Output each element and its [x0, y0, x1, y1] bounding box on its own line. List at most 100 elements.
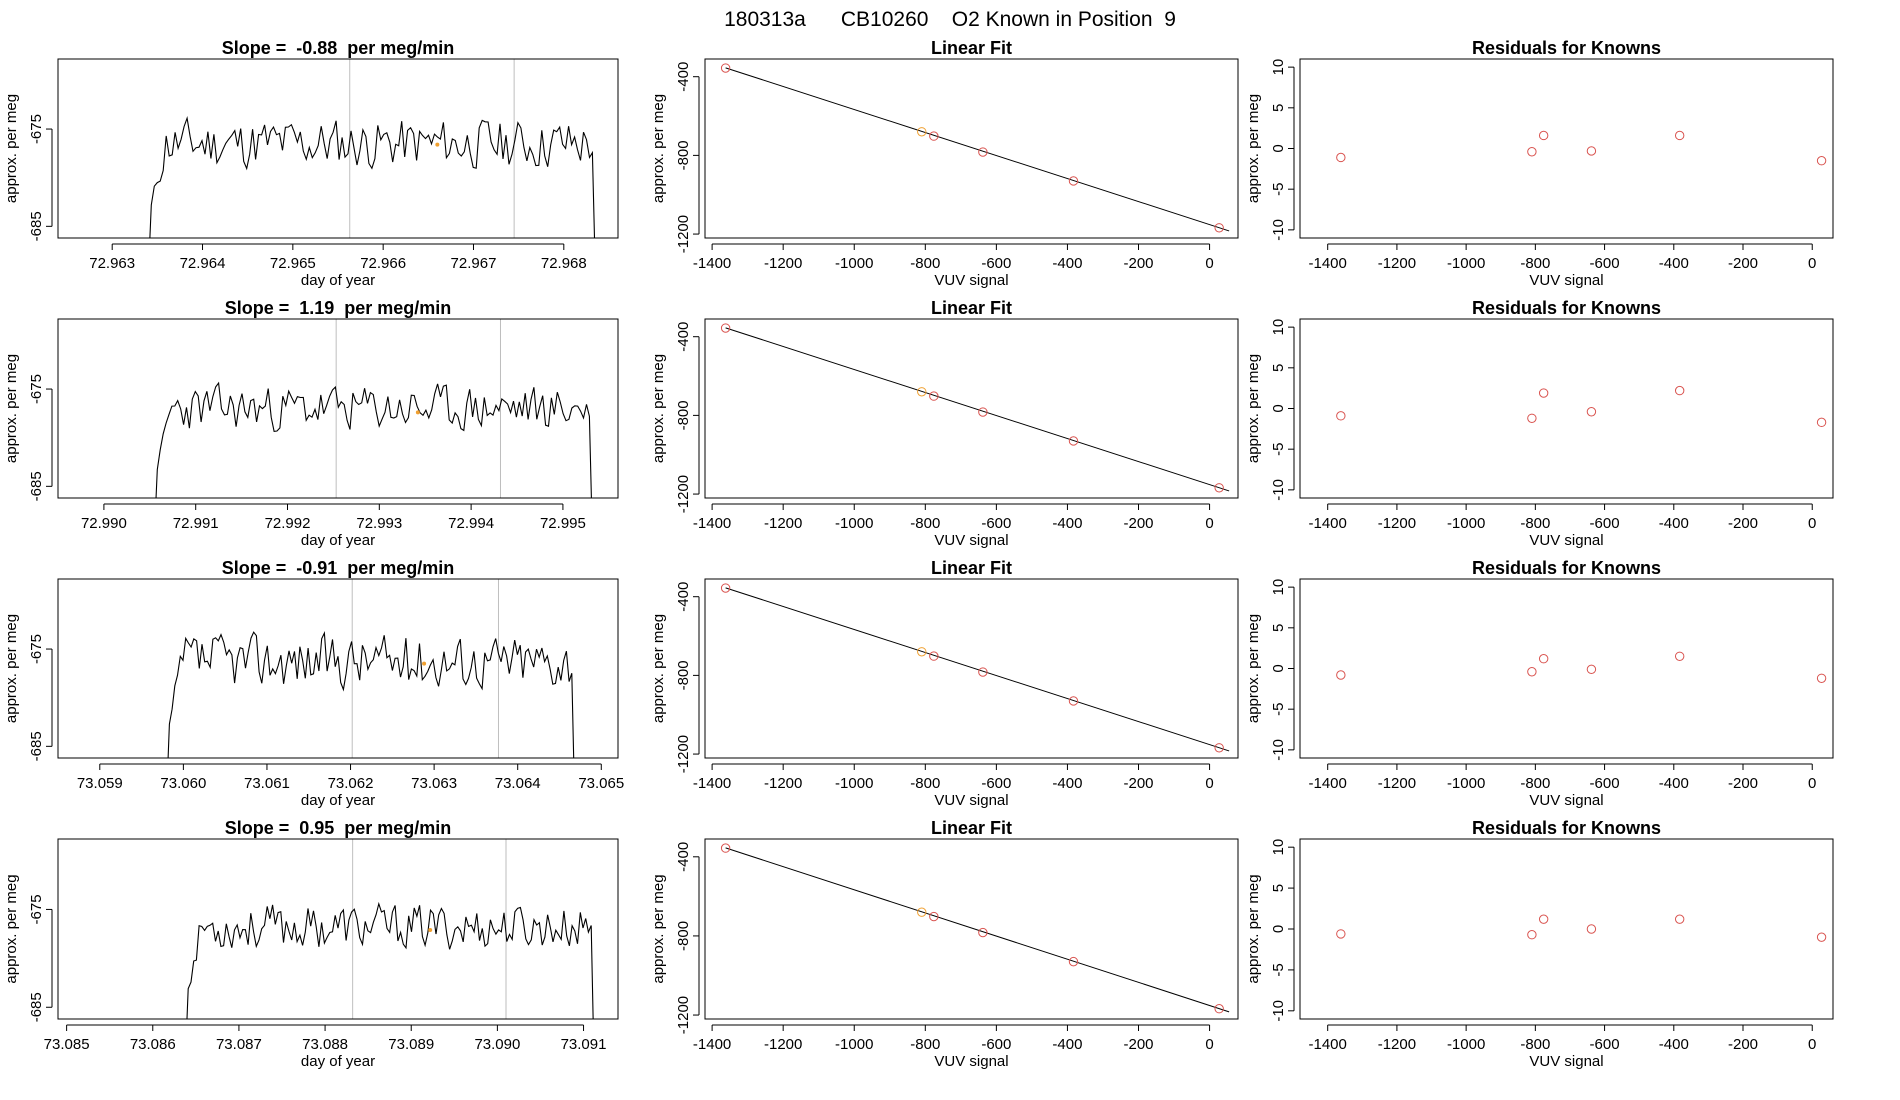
timeseries-line	[155, 381, 592, 498]
plot-frame	[704, 58, 1239, 239]
y-tick-label: 5	[1270, 624, 1287, 632]
x-tick-label: -600	[1590, 1036, 1620, 1053]
panel-residuals-2: Residuals for Knowns-1400 -1200 -1000 -800-…	[1245, 298, 1834, 549]
x-tick-label: 0	[1808, 1036, 1816, 1053]
x-tick-label: -200	[1728, 775, 1758, 792]
x-tick-label: 72.968	[541, 255, 587, 272]
data-point	[1674, 914, 1685, 924]
data-layer	[1336, 651, 1827, 683]
y-axis-label: approx. per meg	[1245, 354, 1262, 463]
x-tick-label: -600	[1590, 515, 1620, 532]
data-point	[929, 911, 939, 922]
data-point	[1674, 651, 1685, 661]
plot-frame	[1299, 578, 1834, 759]
data-point	[1586, 924, 1597, 934]
x-tick-label: -400	[1052, 515, 1082, 532]
panel-fit-4: Linear Fit-1400 -1200 -1000 -800 -600 -400 -20…	[650, 818, 1239, 1070]
x-axis-label: VUV signal	[934, 272, 1008, 289]
x-tick-label: 0	[1808, 515, 1816, 532]
y-tick-label: -400	[675, 582, 692, 612]
x-tick-label: 72.992	[265, 515, 311, 532]
data-point	[1068, 436, 1079, 446]
y-tick-label: -10	[1270, 219, 1287, 241]
data-point	[1674, 385, 1685, 396]
y-tick-label: 10	[1270, 319, 1287, 336]
x-tick-label: 72.994	[448, 515, 494, 532]
y-tick-label: 10	[1270, 839, 1287, 856]
panel-title: Slope = 0.95 per meg/min	[225, 818, 452, 838]
panel-fit-3: Linear Fit-1400 -1200 -1000 -800 -600 -400 -20…	[650, 558, 1239, 809]
x-tick-label: 73.061	[244, 775, 290, 792]
x-tick-label: 72.991	[173, 515, 219, 532]
data-point	[978, 147, 988, 157]
y-tick-label: -685	[28, 471, 45, 501]
x-axis-label: VUV signal	[1529, 532, 1603, 549]
data-point	[1214, 483, 1224, 493]
data-point	[917, 647, 927, 657]
data-point	[917, 387, 927, 397]
x-tick-label: -1000	[835, 255, 873, 272]
x-tick-label: 0	[1205, 1036, 1213, 1053]
panel-title: Residuals for Knowns	[1472, 298, 1661, 318]
x-axis-label: day of year	[301, 532, 375, 549]
x-tick-label: 72.990	[81, 515, 127, 532]
data-point	[978, 927, 988, 938]
data-layer	[720, 63, 1230, 233]
y-tick-label: 0	[1270, 144, 1287, 152]
x-tick-label: -1400	[1309, 515, 1347, 532]
data-point	[720, 843, 731, 853]
panel-title: Residuals for Knowns	[1472, 818, 1661, 838]
x-tick-label: -1400	[693, 775, 731, 792]
plot-frame	[1299, 318, 1834, 499]
y-tick-label: -675	[28, 114, 45, 144]
x-tick-label: 72.993	[356, 515, 402, 532]
y-tick-label: -400	[675, 322, 692, 352]
fit-line	[725, 327, 1230, 492]
x-tick-label: -1400	[1309, 1036, 1347, 1053]
x-tick-label: -800	[910, 255, 940, 272]
data-point	[1068, 956, 1079, 967]
y-tick-label: -5	[1270, 703, 1287, 716]
x-tick-label: -1400	[1309, 255, 1347, 272]
data-point	[1816, 156, 1827, 166]
y-tick-label: 0	[1270, 925, 1287, 933]
panel-residuals-4: Residuals for Knowns-1400 -1200 -1000 -800-…	[1245, 818, 1834, 1070]
y-tick-label: -5	[1270, 963, 1287, 976]
data-layer	[1336, 914, 1827, 942]
x-tick-label: 73.088	[302, 1036, 348, 1053]
x-tick-label: 0	[1205, 515, 1213, 532]
data-point	[1538, 654, 1549, 664]
x-tick-label: -400	[1659, 515, 1689, 532]
data-point	[1586, 146, 1597, 156]
y-tick-label: -1200	[675, 475, 692, 513]
x-tick-label: -200	[1728, 515, 1758, 532]
x-tick-label: -1000	[835, 515, 873, 532]
y-tick-label: 0	[1270, 664, 1287, 672]
y-tick-label: -10	[1270, 479, 1287, 501]
y-tick-label: -1200	[675, 996, 692, 1034]
y-tick-label: -1200	[675, 735, 692, 773]
x-tick-label: -400	[1659, 255, 1689, 272]
x-axis-label: VUV signal	[934, 1053, 1008, 1070]
data-point	[1336, 929, 1346, 939]
y-tick-label: -10	[1270, 1000, 1287, 1022]
x-tick-label: 73.060	[160, 775, 206, 792]
x-tick-label: 72.967	[451, 255, 497, 272]
data-point	[917, 907, 927, 917]
panel-title: Slope = 1.19 per meg/min	[225, 298, 452, 318]
panel-timeseries-1: Slope = -0.88 per meg/min 72.963 72.964 72.…	[3, 38, 619, 289]
data-layer	[186, 839, 594, 1019]
x-tick-label: -400	[1052, 775, 1082, 792]
panel-timeseries-4: Slope = 0.95 per meg/min 73.085 73.086 73.0…	[3, 818, 619, 1070]
x-tick-label: 0	[1808, 775, 1816, 792]
data-layer	[720, 583, 1230, 753]
x-tick-label: -600	[981, 1036, 1011, 1053]
x-tick-label: -800	[910, 515, 940, 532]
x-tick-label: -200	[1123, 775, 1153, 792]
y-axis-label: approx. per meg	[1245, 614, 1262, 723]
x-tick-label: -1000	[835, 775, 873, 792]
y-tick-label: 5	[1270, 104, 1287, 112]
x-tick-label: 73.063	[411, 775, 457, 792]
x-tick-label: -1200	[1378, 255, 1416, 272]
data-point	[1068, 696, 1079, 706]
